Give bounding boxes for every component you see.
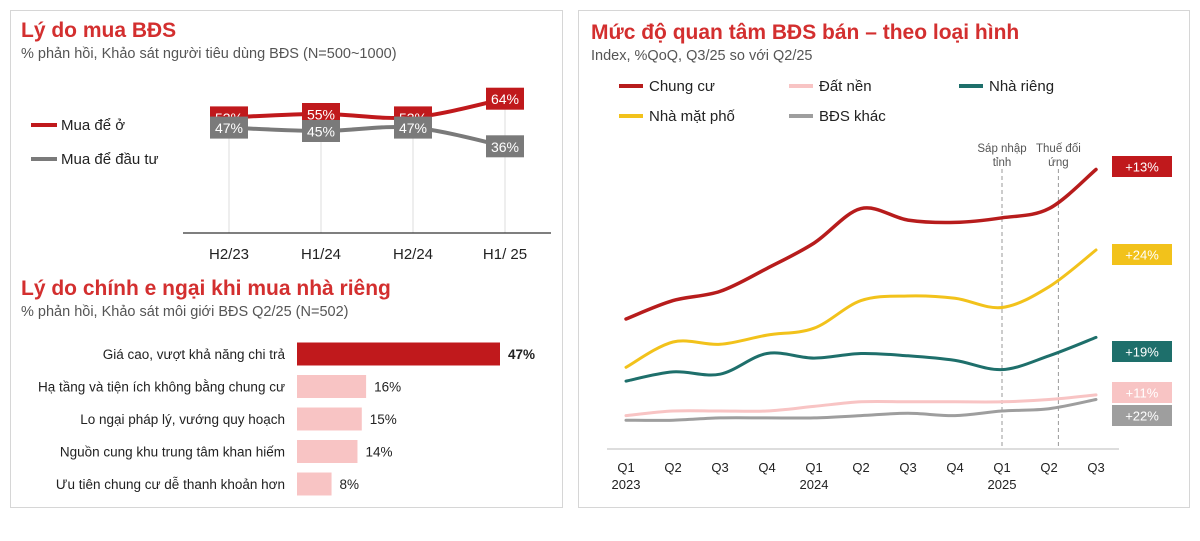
interest-title: Mức độ quan tâm BĐS bán – theo loại hình bbox=[591, 21, 1020, 44]
change-badge-4 bbox=[1112, 405, 1172, 426]
x-tick-label: Q2 bbox=[852, 460, 869, 475]
legend-label-4: BĐS khác bbox=[819, 108, 886, 125]
bar-value-label: 16% bbox=[374, 380, 401, 395]
bar bbox=[297, 342, 500, 366]
annotation-label: ứng bbox=[1048, 157, 1069, 169]
concern-bar-chart: Giá cao, vượt khả năng chi trả 47% Hạ tầng… bbox=[38, 342, 535, 496]
bar-category-label: Nguồn cung khu trung tâm khan hiếm bbox=[60, 445, 285, 460]
bar-value-label: 8% bbox=[340, 477, 360, 492]
data-label-1: 47% bbox=[399, 120, 427, 136]
year-label: 2023 bbox=[612, 477, 641, 492]
year-label: 2025 bbox=[988, 477, 1017, 492]
x-tick-label: H1/ 25 bbox=[483, 246, 527, 263]
x-tick-label: Q3 bbox=[1087, 460, 1104, 475]
bar bbox=[297, 472, 332, 496]
data-point-1 bbox=[394, 116, 432, 139]
series-line-0 bbox=[624, 167, 1098, 321]
data-point-0 bbox=[486, 87, 524, 110]
x-tick-label: Q1 bbox=[617, 460, 634, 475]
change-badge-2 bbox=[1112, 341, 1172, 362]
x-tick-label: Q4 bbox=[758, 460, 775, 475]
data-label-1: 47% bbox=[215, 120, 243, 136]
series-line-0 bbox=[227, 96, 507, 121]
data-point-1 bbox=[486, 135, 524, 158]
data-label-0: 64% bbox=[491, 91, 519, 107]
bar bbox=[297, 407, 362, 431]
data-point-1 bbox=[302, 120, 340, 142]
legend-label-1: Mua để đầu tư bbox=[61, 151, 159, 168]
x-tick-label: H1/24 bbox=[301, 246, 341, 263]
bar-value-label: 14% bbox=[365, 445, 392, 460]
series-line-2 bbox=[624, 335, 1098, 383]
bar-category-label: Lo ngại pháp lý, vướng quy hoạch bbox=[80, 412, 285, 427]
concern-subtitle: % phản hồi, Khảo sát môi giới BĐS Q2/25 … bbox=[21, 304, 349, 320]
interest-line-chart: Chung cư Đất nền Nhà riêng Nhà mặt phố BĐS k… bbox=[607, 78, 1172, 492]
series-line-1 bbox=[227, 124, 507, 149]
change-badge-label-2: +19% bbox=[1125, 345, 1159, 360]
legend-label-0: Mua để ở bbox=[61, 117, 125, 134]
x-tick-label: Q2 bbox=[664, 460, 681, 475]
x-tick-label: Q3 bbox=[899, 460, 916, 475]
interest-subtitle: Index, %QoQ, Q3/25 so với Q2/25 bbox=[591, 48, 813, 64]
data-label-0: 55% bbox=[307, 107, 335, 123]
legend-label-2: Nhà riêng bbox=[989, 78, 1054, 95]
x-tick-label: Q3 bbox=[711, 460, 728, 475]
change-badge-label-4: +22% bbox=[1125, 409, 1159, 424]
change-badge-3 bbox=[1112, 244, 1172, 265]
change-badge-label-1: +11% bbox=[1126, 386, 1159, 401]
year-label: 2024 bbox=[800, 477, 829, 492]
purchase-reason-chart: H2/23 H1/24 H2/24 H1/ 25 Mua để ở Mua để đầu … bbox=[31, 87, 551, 263]
legend-label-1: Đất nền bbox=[819, 78, 872, 95]
bar-value-label: 47% bbox=[508, 347, 535, 362]
annotation-label: Thuế đối bbox=[1036, 143, 1081, 155]
purchase-reason-subtitle: % phản hồi, Khảo sát người tiêu dùng BĐS… bbox=[21, 46, 397, 62]
data-label-1: 36% bbox=[491, 139, 519, 155]
x-tick-label: Q1 bbox=[805, 460, 822, 475]
change-badge-label-0: +13% bbox=[1125, 160, 1159, 175]
left-panel: Lý do mua BĐS % phản hồi, Khảo sát người… bbox=[10, 10, 563, 508]
data-point-1 bbox=[210, 116, 248, 139]
series-line-3 bbox=[624, 248, 1098, 369]
right-panel: Mức độ quan tâm BĐS bán – theo loại hình… bbox=[578, 10, 1190, 508]
annotation-label: tỉnh bbox=[993, 157, 1012, 169]
bar-value-label: 15% bbox=[370, 412, 397, 427]
x-tick-label: Q2 bbox=[1040, 460, 1057, 475]
concern-title: Lý do chính e ngại khi mua nhà riêng bbox=[21, 277, 391, 300]
bar bbox=[297, 375, 367, 398]
bar bbox=[297, 440, 358, 463]
x-tick-label: H2/24 bbox=[393, 246, 433, 263]
annotation-label: Sáp nhập bbox=[977, 143, 1026, 155]
x-tick-label: H2/23 bbox=[209, 246, 249, 263]
data-label-1: 45% bbox=[307, 124, 335, 140]
purchase-reason-title: Lý do mua BĐS bbox=[21, 19, 177, 42]
x-tick-label: Q4 bbox=[946, 460, 963, 475]
data-point-0 bbox=[302, 103, 340, 125]
bar-category-label: Hạ tầng và tiện ích không bằng chung cư bbox=[38, 380, 285, 395]
change-badge-0 bbox=[1112, 156, 1172, 177]
series-line-1 bbox=[624, 393, 1098, 418]
change-badge-1 bbox=[1112, 382, 1172, 403]
x-tick-label: Q1 bbox=[993, 460, 1010, 475]
change-badge-label-3: +24% bbox=[1125, 248, 1159, 263]
legend-label-0: Chung cư bbox=[649, 78, 715, 95]
bar-category-label: Ưu tiên chung cư dễ thanh khoản hơn bbox=[56, 477, 285, 492]
bar-category-label: Giá cao, vượt khả năng chi trả bbox=[103, 347, 286, 362]
legend-label-3: Nhà mặt phố bbox=[649, 108, 736, 125]
series-line-4 bbox=[624, 398, 1098, 422]
